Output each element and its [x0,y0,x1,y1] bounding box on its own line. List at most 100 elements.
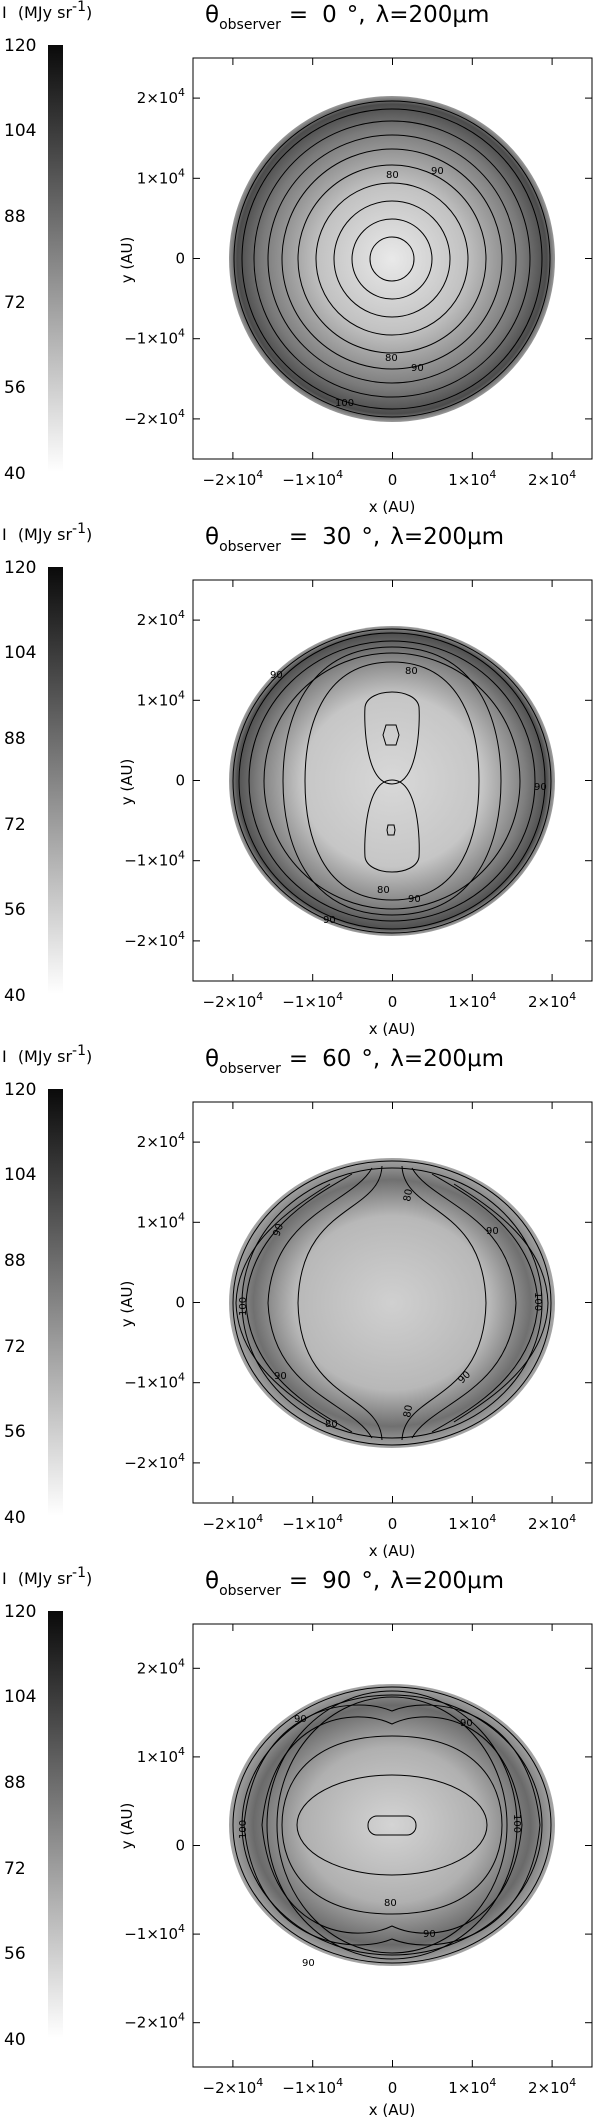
x-tick-label: 2×104 [528,990,576,1011]
contours [233,100,551,418]
colorbar-tick: 88 [4,1251,26,1271]
panel-30: I (MJy sr-1) 120 104 88 72 56 40 θobserv… [2,521,593,1038]
contour-label: 90 [323,915,336,926]
x-tick-label: 0 [388,471,398,489]
colorbar-title: I (MJy sr-1) [2,521,92,544]
colorbar-tick: 88 [4,1773,26,1793]
axis-group-1: −2×104 −2×104 −1×104 −1×104 0 0 1×104 1×104 2×10… [124,580,592,1011]
colorbar-tick: 120 [4,558,36,578]
colorbar-tick: 56 [4,1422,26,1442]
colorbar-tick: 120 [4,1602,36,1622]
panel-0: I (MJy sr-1) 120 104 88 72 56 40 θobserv… [2,0,593,516]
y-tick-label: −2×104 [124,929,185,950]
colorbar-title: I (MJy sr-1) [2,1565,92,1588]
x-tick-label: −1×104 [282,1512,343,1533]
x-tick-label: −2×104 [203,1512,264,1533]
colorbar-tick: 104 [4,643,36,663]
x-tick-label: −1×104 [282,990,343,1011]
x-axis-label: x (AU) [369,498,416,516]
axes-layer: −2×104 −2×104 −1×104 −1×104 0 0 1×104 1×104 2×10… [124,58,592,2097]
colorbar-tick: 56 [4,378,26,398]
contour-label: 90 [294,1714,307,1725]
colorbar-tick: 72 [4,815,26,835]
contour-label: 90 [411,363,424,374]
x-tick-label: 1×104 [448,1512,496,1533]
y-tick-label: 1×104 [137,1745,185,1766]
contours [232,1686,552,1964]
contour-labels: 80 90 80 90 100 [335,166,444,409]
contour-label: 80 [402,1404,415,1418]
contour-label: 90 [460,1718,473,1729]
colorbar: I (MJy sr-1) 120 104 88 72 56 40 [2,0,92,484]
y-tick-label: 2×104 [137,86,185,107]
panel-title: θobserver = 0 °, λ=200μm [205,2,489,33]
contour-label: 80 [385,353,398,364]
colorbar-tick: 72 [4,1337,26,1357]
contour-label: 90 [486,1226,499,1237]
colorbar-tick: 40 [4,986,26,1006]
contour-label: 90 [423,1929,436,1940]
heatmap-disk [229,626,555,936]
axis-group-0: −2×104 −2×104 −1×104 −1×104 0 0 1×104 1×104 2×10… [124,58,592,489]
panel-title: θobserver = 90 °, λ=200μm [205,1568,504,1599]
x-tick-label: 2×104 [528,2076,576,2097]
y-tick-label: −2×104 [124,1451,185,1472]
y-tick-label: 0 [175,772,185,790]
contour-label: 90 [534,782,547,793]
contour-label: 90 [302,1958,315,1969]
contour-label: 80 [386,170,399,181]
y-axis-label: y (AU) [118,1281,136,1328]
colorbar-title: I (MJy sr-1) [2,0,92,22]
colorbar-bar [48,1611,63,2038]
x-tick-label: −1×104 [282,2076,343,2097]
x-tick-label: −2×104 [203,468,264,489]
x-tick-label: −1×104 [282,468,343,489]
y-tick-label: −2×104 [124,2011,185,2032]
contour-label: 90 [431,166,444,177]
colorbar-tick: 120 [4,1080,36,1100]
y-tick-label: 1×104 [137,1210,185,1231]
contour-label: 90 [270,670,283,681]
colorbar-tick: 56 [4,900,26,920]
y-tick-label: −2×104 [124,407,185,428]
contour-label: 100 [532,1292,543,1311]
contour-label: 100 [335,398,354,409]
y-axis-label: y (AU) [118,1803,136,1850]
x-tick-label: 2×104 [528,468,576,489]
x-tick-label: 2×104 [528,1512,576,1533]
x-tick-label: 1×104 [448,990,496,1011]
y-axis-label: y (AU) [118,237,136,284]
contour-label: 80 [377,885,390,896]
y-tick-label: −1×104 [124,327,185,348]
x-tick-label: 0 [388,1515,398,1533]
colorbar-bar [48,45,63,472]
y-tick-label: 2×104 [137,608,185,629]
axis-group-2: −2×104 −2×104 −1×104 −1×104 0 0 1×104 1×104 2×10… [124,1102,592,1533]
colorbar-tick: 40 [4,1508,26,1528]
colorbar-bar [48,567,63,994]
panel-60: I (MJy sr-1) 120 104 88 72 56 40 θobserv… [2,1043,593,1560]
axis-group-3: −2×104 −2×104 −1×104 −1×104 0 0 1×104 1×104 2×10… [124,1624,592,2097]
y-tick-label: 0 [175,250,185,268]
panel-90: I (MJy sr-1) 120 104 88 72 56 40 θobserv… [2,1565,593,2119]
contour-label: 100 [238,1297,249,1316]
heatmap-disk [229,1158,555,1448]
colorbar-tick: 72 [4,293,26,313]
contour-label: 90 [271,1222,286,1238]
colorbar-tick: 40 [4,2030,26,2050]
colorbar-tick: 120 [4,36,36,56]
contour-labels: 90 90 100 100 80 90 90 [238,1714,522,1969]
contour-label: 80 [325,1419,338,1430]
x-axis-label: x (AU) [369,2101,416,2119]
y-tick-label: 0 [175,1837,185,1855]
y-tick-label: 2×104 [137,1130,185,1151]
colorbar-tick: 88 [4,207,26,227]
contour-label: 80 [402,1188,415,1202]
colorbar-tick: 56 [4,1944,26,1964]
panel-title: θobserver = 60 °, λ=200μm [205,1046,504,1077]
y-tick-label: 0 [175,1294,185,1312]
colorbar: I (MJy sr-1) 120 104 88 72 56 40 [2,1565,92,2050]
x-tick-label: 1×104 [448,468,496,489]
heatmap-disk [229,1684,555,1966]
